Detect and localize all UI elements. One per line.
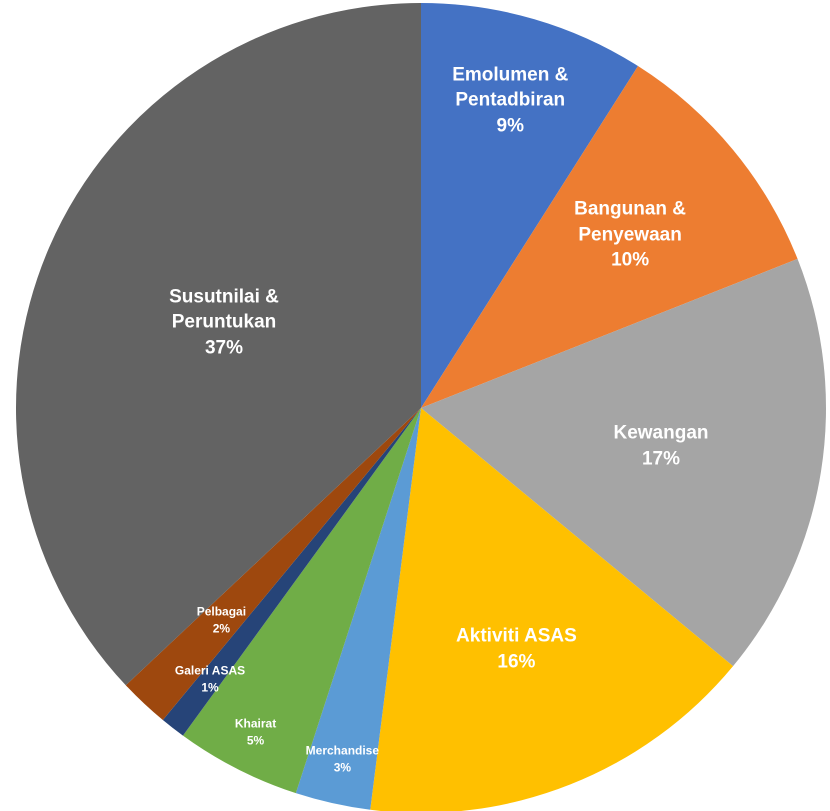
pie-slice (162, 408, 422, 736)
slice-label: Galeri ASAS 1% (160, 663, 260, 698)
pie-slice (370, 408, 734, 811)
slice-percent: 37% (204, 337, 244, 359)
slice-label: Bangunan & Penyewaan 10% (545, 197, 715, 274)
slice-label: Khairat 5% (206, 715, 306, 750)
pie-slice (16, 3, 422, 686)
slice-label: Emolumen & Pentadbiran 9% (425, 62, 595, 139)
slice-name: Pelbagai (196, 604, 247, 619)
pie-slice (421, 258, 826, 667)
slice-percent: 1% (201, 681, 219, 695)
pie-slice (295, 408, 421, 810)
slice-name: Khairat (234, 716, 277, 731)
slice-label: Kewangan 17% (576, 420, 746, 471)
pie-slice (182, 408, 421, 794)
slice-percent: 2% (212, 621, 231, 636)
pie-slice (421, 66, 798, 409)
slice-label: Pelbagai 2% (171, 603, 271, 638)
slice-percent: 3% (333, 760, 352, 775)
slice-percent: 5% (246, 733, 265, 748)
slice-name: Aktiviti ASAS (456, 625, 577, 647)
slice-label: Aktiviti ASAS 16% (431, 623, 601, 674)
slice-percent: 17% (641, 448, 681, 469)
slice-name: Susutnilai & Peruntukan (169, 286, 279, 333)
pie-slice (421, 3, 639, 408)
slice-percent: 9% (496, 115, 524, 137)
pie-slice (125, 408, 422, 721)
slice-percent: 10% (611, 249, 650, 271)
slice-name: Kewangan (613, 422, 709, 444)
slice-name: Emolumen & Pentadbiran (452, 64, 569, 111)
slice-label: Susutnilai & Peruntukan 37% (139, 284, 309, 361)
slice-name: Merchandise (305, 743, 380, 758)
slice-name: Bangunan & Penyewaan (574, 198, 687, 246)
slice-label: Merchandise 3% (292, 742, 392, 777)
slice-percent: 16% (497, 650, 536, 672)
slice-name: Galeri ASAS (174, 663, 246, 678)
